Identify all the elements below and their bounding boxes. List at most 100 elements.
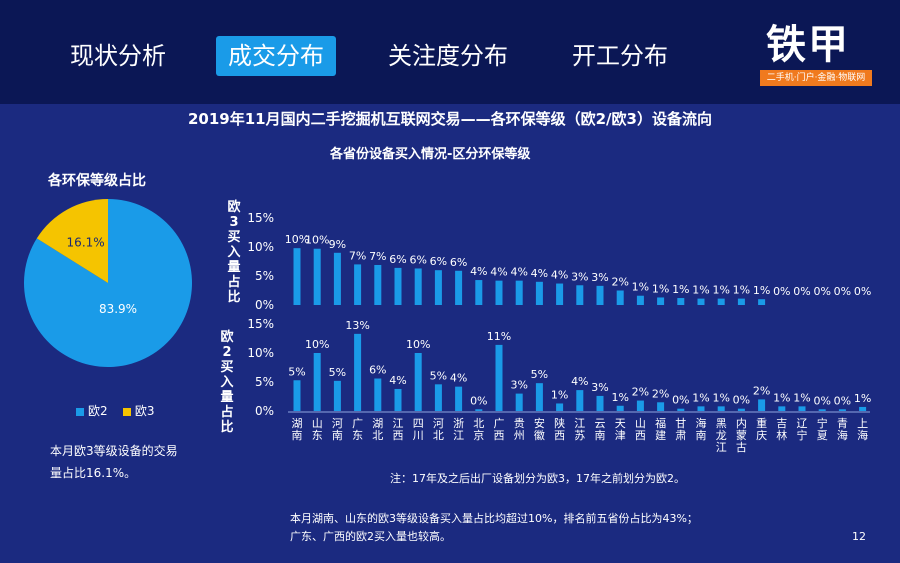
bottom-bar-label-3: 13%	[345, 319, 369, 332]
bottom-bar-22	[737, 408, 745, 411]
bottom-bar-label-9: 0%	[470, 394, 487, 407]
top-bar-label-7: 6%	[430, 255, 447, 268]
category-label-12: 安徽	[534, 416, 545, 442]
category-label-4: 湖北	[372, 417, 383, 442]
top-bar-6	[414, 268, 422, 305]
top-ytick-2: 10%	[247, 240, 274, 254]
top-bar-label-6: 6%	[409, 253, 426, 266]
bottom-bar-label-2: 5%	[329, 366, 346, 379]
top-bar-label-15: 3%	[591, 271, 608, 284]
top-bar-label-4: 7%	[369, 250, 386, 263]
bottom-bar-16	[616, 405, 624, 411]
top-bar-4	[374, 264, 382, 305]
category-label-19: 甘肃	[675, 417, 686, 442]
category-label-23: 重庆	[756, 416, 767, 442]
top-bar-label-16: 2%	[611, 276, 628, 289]
bottom-bar-17	[636, 400, 644, 411]
bottom-bar-13	[556, 403, 564, 411]
bottom-bar-10	[495, 344, 503, 411]
top-bar-label-9: 4%	[470, 265, 487, 278]
legend-label-eu2: 欧2	[88, 404, 108, 418]
page-number: 12	[852, 530, 866, 543]
top-bar-label-27: 0%	[834, 285, 851, 298]
bottom-bar-0	[293, 380, 301, 411]
footnote: 注：17年及之后出厂设备划分为欧3，17年之前划分为欧2。	[390, 472, 685, 485]
bottom-bar-4	[374, 378, 382, 411]
bottom-bar-3	[354, 333, 362, 411]
bottom-ytick-3: 15%	[247, 317, 274, 331]
bottom-bar-20	[697, 406, 705, 411]
top-bar-label-10: 4%	[490, 266, 507, 279]
bottom-bar-24	[778, 406, 786, 411]
top-bar-label-2: 9%	[329, 238, 346, 251]
bottom-bar-label-26: 0%	[813, 394, 830, 407]
bottom-bar-28	[859, 406, 867, 411]
bottom-bar-label-1: 10%	[305, 338, 329, 351]
category-label-25: 辽宁	[797, 417, 808, 442]
top-navigation-bar	[0, 0, 900, 104]
pie-title: 各环保等级占比	[48, 173, 146, 189]
top-bar-2	[333, 252, 341, 305]
top-bar-label-20: 1%	[692, 284, 709, 297]
category-label-7: 河北	[433, 417, 444, 442]
bottom-bar-label-14: 4%	[571, 375, 588, 388]
bottom-bar-26	[818, 409, 826, 411]
bottom-bar-21	[717, 406, 725, 411]
bottom-bar-23	[758, 399, 766, 411]
top-bar-13	[556, 283, 564, 305]
bottom-bar-8	[455, 386, 463, 411]
bottom-bar-label-24: 1%	[773, 391, 790, 404]
bottom-bar-2	[333, 380, 341, 411]
pie-label-eu3: 16.1%	[67, 236, 105, 250]
category-label-28: 上海	[857, 417, 868, 442]
legend-swatch-eu3	[122, 407, 131, 416]
bottom-bar-label-5: 4%	[389, 374, 406, 387]
bottom-bar-label-15: 3%	[591, 381, 608, 394]
brand-logo: 铁甲 二手机·门户·金融·物联网	[760, 10, 872, 90]
category-label-11: 贵州	[514, 417, 525, 442]
top-bar-label-18: 1%	[652, 282, 669, 295]
top-bar-label-12: 4%	[531, 267, 548, 280]
category-label-0: 湖南	[292, 417, 303, 442]
top-bar-0	[293, 248, 301, 305]
category-label-2: 河南	[332, 417, 343, 442]
bottom-ytick-2: 10%	[247, 346, 274, 360]
logo-tagline: 二手机·门户·金融·物联网	[760, 70, 872, 86]
bottom-bar-label-16: 1%	[611, 391, 628, 404]
bottom-bar-label-13: 1%	[551, 388, 568, 401]
top-bar-11	[515, 280, 523, 305]
bottom-bar-label-17: 2%	[632, 386, 649, 399]
bottom-chart-ylabel: 欧2买入量占比	[220, 330, 234, 435]
top-bar-label-13: 4%	[551, 269, 568, 282]
summary-line-2: 广东、广西的欧2买入量也较高。	[290, 530, 451, 543]
bottom-bar-label-4: 6%	[369, 364, 386, 377]
top-bar-label-11: 4%	[510, 266, 527, 279]
pie-label-eu2: 83.9%	[99, 302, 137, 316]
tab-attention-distribution[interactable]: 关注度分布	[388, 42, 508, 70]
top-bar-7	[434, 270, 442, 305]
tab-transaction-distribution[interactable]: 成交分布	[216, 36, 336, 76]
top-bar-15	[596, 285, 604, 305]
top-bar-label-19: 1%	[672, 283, 689, 296]
bottom-bar-5	[394, 388, 402, 411]
top-chart-ylabel: 欧3买入量占比	[227, 200, 241, 305]
tab-status-analysis[interactable]: 现状分析	[70, 42, 166, 70]
top-bar-9	[475, 280, 483, 305]
top-ytick-1: 5%	[255, 269, 274, 283]
top-bar-label-23: 1%	[753, 284, 770, 297]
tab-operation-distribution[interactable]: 开工分布	[572, 42, 668, 70]
top-bar-label-5: 6%	[389, 253, 406, 266]
pie-legend: 欧2 欧3	[76, 402, 155, 419]
category-label-16: 天津	[615, 417, 626, 442]
bottom-bar-label-0: 5%	[288, 365, 305, 378]
bottom-bar-label-7: 5%	[430, 369, 447, 382]
bottom-bar-label-11: 3%	[510, 379, 527, 392]
top-bar-label-26: 0%	[813, 285, 830, 298]
bottom-bar-label-10: 11%	[487, 330, 511, 343]
bottom-bar-label-21: 1%	[712, 391, 729, 404]
top-bar-label-14: 3%	[571, 270, 588, 283]
top-bar-22	[737, 298, 745, 305]
summary-text: 本月湖南、山东的欧3等级设备买入量占比均超过10%，排名前五省份占比为43%； …	[290, 510, 810, 546]
bottom-bar-27	[838, 409, 846, 411]
